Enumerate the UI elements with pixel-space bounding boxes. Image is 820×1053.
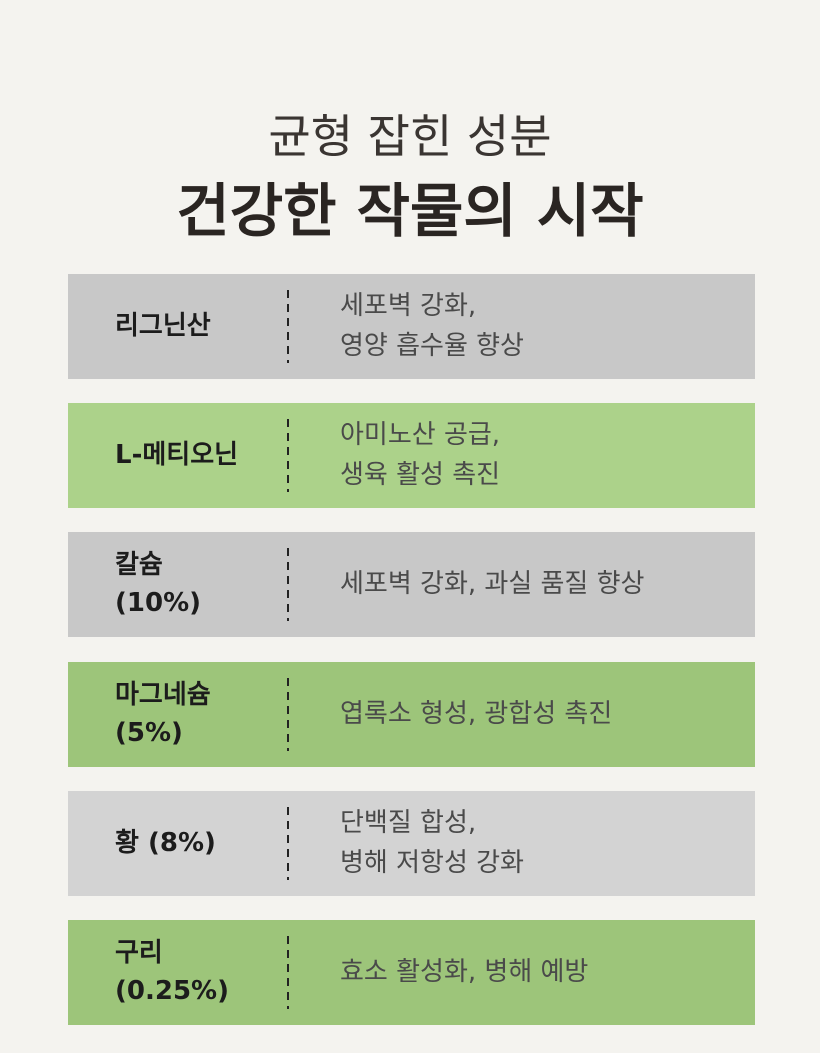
row-background	[68, 403, 755, 508]
ingredient-name: (5%)	[115, 718, 183, 748]
ingredient-name: L-메티오닌	[115, 440, 238, 470]
ingredient-description: 영양 흡수율 향상	[340, 331, 524, 361]
subtitle: 건강한 작물의 시작	[176, 177, 643, 245]
ingredient-name: 마그네슘	[115, 680, 211, 710]
title: 균형 잡힌 성분	[268, 110, 551, 164]
ingredient-name: (0.25%)	[115, 976, 229, 1006]
row-background	[68, 532, 755, 637]
ingredient-description: 아미노산 공급,	[340, 420, 500, 450]
ingredient-name: 구리	[115, 938, 163, 968]
ingredient-description: 엽록소 형성, 광합성 촉진	[340, 699, 612, 729]
ingredient-description: 병해 저항성 강화	[340, 848, 524, 878]
ingredient-name: (10%)	[115, 588, 201, 618]
ingredient-description: 생육 활성 촉진	[340, 460, 500, 490]
row-background	[68, 920, 755, 1025]
ingredient-description: 세포벽 강화, 과실 품질 향상	[340, 569, 644, 599]
ingredient-description: 효소 활성화, 병해 예방	[340, 957, 588, 987]
ingredient-name: 황 (8%)	[115, 828, 216, 858]
ingredient-description: 단백질 합성,	[340, 808, 476, 838]
row-background	[68, 274, 755, 379]
ingredient-description: 세포벽 강화,	[340, 291, 476, 321]
ingredient-name: 리그닌산	[115, 311, 211, 341]
ingredient-name: 칼슘	[115, 550, 163, 580]
row-background	[68, 662, 755, 767]
row-background	[68, 791, 755, 896]
